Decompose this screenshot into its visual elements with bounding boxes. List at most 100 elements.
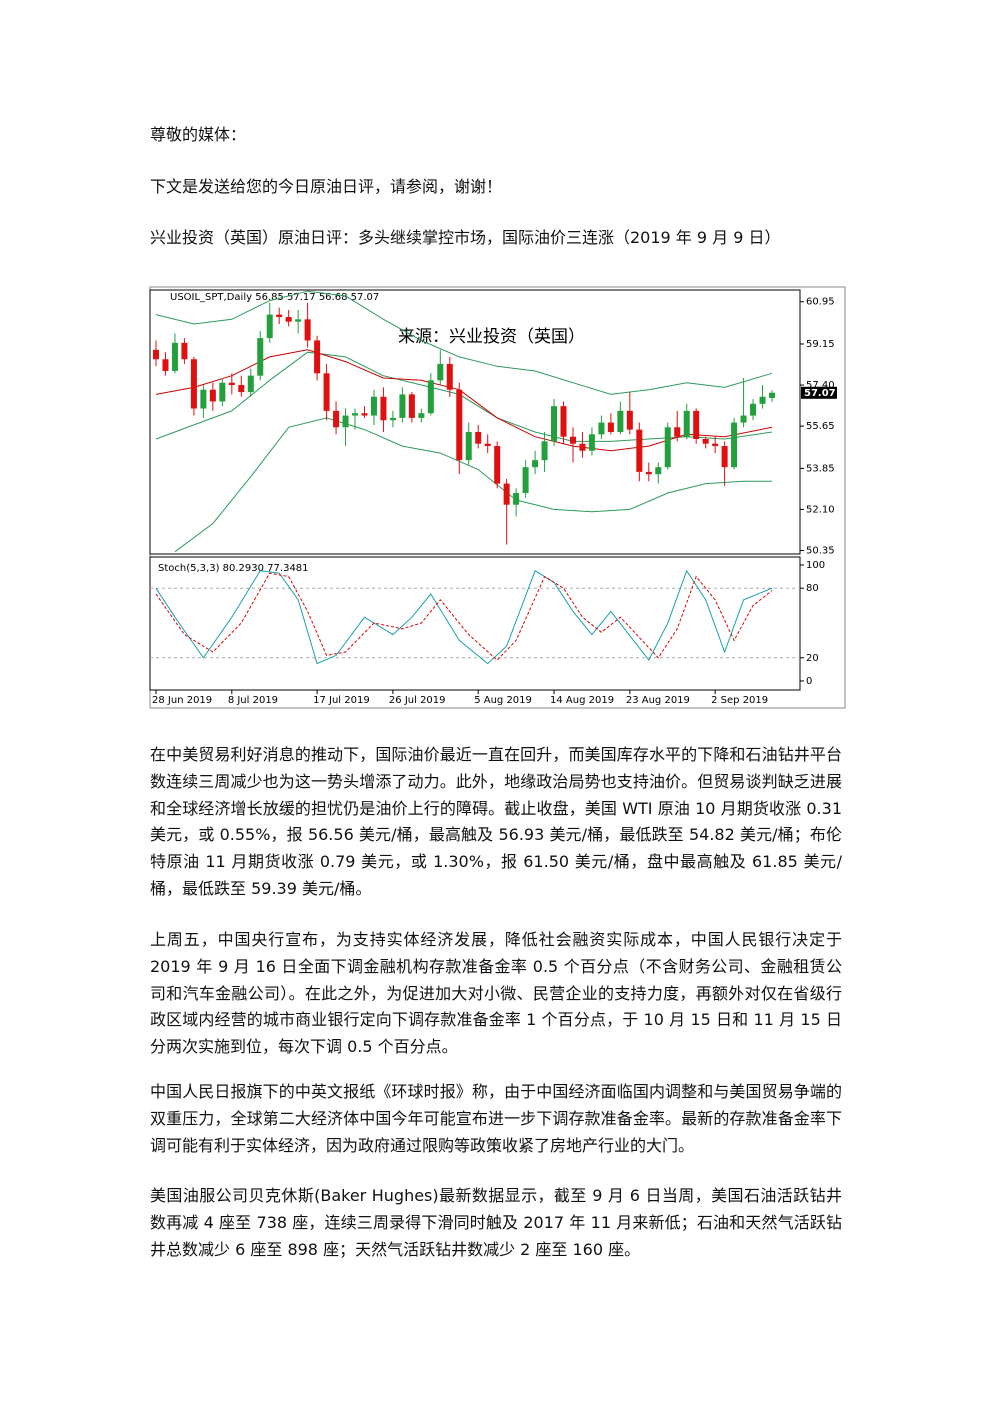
y-tick-label: 20 <box>806 653 819 664</box>
candle-body <box>721 446 728 468</box>
candle-body <box>532 460 539 468</box>
candle-body <box>361 413 368 416</box>
candle-body <box>247 375 254 393</box>
candle-body <box>266 314 273 339</box>
candle-body <box>655 467 662 475</box>
y-tick-label: 0 <box>806 676 812 687</box>
candle-body <box>750 403 757 416</box>
y-tick-label: 100 <box>806 560 825 571</box>
intro: 下文是发送给您的今日原油日评，请参阅，谢谢！ <box>150 177 503 196</box>
price-tag <box>801 386 837 399</box>
heading: 兴业投资（英国）原油日评：多头继续掌控市场，国际油价三连涨（2019 年 9 月… <box>150 228 781 247</box>
candle-body <box>399 394 406 418</box>
candle-body <box>579 443 586 451</box>
candle-body <box>162 359 169 371</box>
y-tick-label: 53.85 <box>806 463 835 474</box>
candle-body <box>626 410 633 430</box>
x-tick-label: 28 Jun 2019 <box>152 695 212 706</box>
y-tick-label: 57.40 <box>806 380 835 391</box>
chart: USOIL_SPT,Daily 56.85 57.17 56.68 57.07 … <box>149 286 846 709</box>
band-line <box>174 417 772 553</box>
candle-body <box>759 396 766 404</box>
candle-body <box>333 410 340 428</box>
stoch-panel <box>149 556 801 691</box>
candle-body <box>370 396 377 416</box>
price-panel <box>149 289 801 555</box>
paragraph: 上周五，中国央行宣布，为支持实体经济发展，降低社会融资实际成本，中国人民银行决定… <box>150 930 842 1057</box>
stoch-header: Stoch(5,3,3) 80.2930 77.3481 <box>158 563 309 574</box>
candle-body <box>674 427 681 437</box>
x-tick-label: 23 Aug 2019 <box>626 695 690 706</box>
watermark: 来源：兴业投资（英国） <box>398 327 585 347</box>
candle-body <box>475 431 482 444</box>
candle-body <box>636 429 643 472</box>
candle-body <box>171 342 178 371</box>
candle-body <box>352 413 359 416</box>
candle-body <box>560 406 567 437</box>
candle-body <box>181 342 188 360</box>
candle-body <box>437 363 444 381</box>
y-tick-label: 60.95 <box>806 297 835 308</box>
stoch-line <box>155 569 773 665</box>
y-tick-label: 80 <box>806 583 819 594</box>
candle-body <box>484 443 491 447</box>
x-tick-label: 17 Jul 2019 <box>313 695 370 706</box>
candle-body <box>607 422 614 432</box>
candle-body <box>731 422 738 468</box>
candle-body <box>304 319 311 341</box>
price-header: USOIL_SPT,Daily 56.85 57.17 56.68 57.07 <box>170 292 379 303</box>
paragraph: 美国油服公司贝克休斯(Baker Hughes)最新数据显示，截至 9 月 6 … <box>150 1186 842 1259</box>
candle-body <box>522 467 529 493</box>
candle-body <box>513 492 520 505</box>
candle-body <box>190 359 197 409</box>
candle-body <box>219 382 226 402</box>
candle-body <box>617 410 624 432</box>
candle-body <box>153 349 159 360</box>
candle-body <box>740 415 747 423</box>
candle-body <box>702 439 709 444</box>
candle-body <box>712 443 719 447</box>
candle-body <box>276 314 283 317</box>
candle-body <box>769 392 775 398</box>
y-tick-label: 55.65 <box>806 421 835 432</box>
stoch-line <box>155 572 773 661</box>
candle-body <box>342 415 349 428</box>
candle-body <box>418 413 425 418</box>
chart-frame <box>149 286 846 709</box>
candle-body <box>285 316 292 322</box>
candle-body <box>693 410 700 440</box>
candle-body <box>209 389 216 402</box>
x-tick-label: 14 Aug 2019 <box>550 695 614 706</box>
x-tick-label: 5 Aug 2019 <box>474 695 532 706</box>
candle-body <box>569 436 576 444</box>
candle-body <box>446 363 453 390</box>
paragraph: 在中美贸易利好消息的推动下，国际油价最近一直在回升，而美国库存水平的下降和石油钻… <box>150 745 842 898</box>
greeting: 尊敬的媒体： <box>150 125 247 144</box>
band-line <box>155 290 773 395</box>
candle-body <box>683 410 690 437</box>
candle-body <box>408 394 415 418</box>
y-tick-label: 59.15 <box>806 339 835 350</box>
candle-body <box>456 389 463 461</box>
candle-body <box>228 382 235 386</box>
candle-body <box>541 441 548 461</box>
candle-body <box>503 483 510 505</box>
x-tick-label: 26 Jul 2019 <box>389 695 446 706</box>
candle-body <box>494 446 501 484</box>
candle-body <box>389 417 396 421</box>
x-tick-label: 8 Jul 2019 <box>228 695 278 706</box>
candle-body <box>664 427 671 468</box>
candle-body <box>295 319 302 322</box>
y-tick-label: 52.10 <box>806 504 835 515</box>
candle-body <box>588 434 595 451</box>
x-tick-label: 2 Sep 2019 <box>711 695 768 706</box>
paragraph: 中国人民日报旗下的中英文报纸《环球时报》称，由于中国经济面临国内调整和与美国贸易… <box>150 1082 842 1155</box>
candle-body <box>645 471 652 475</box>
candle-body <box>200 389 207 409</box>
candle-body <box>314 340 321 374</box>
candle-body <box>465 431 472 461</box>
candle-body <box>323 373 330 411</box>
candle-body <box>598 422 605 435</box>
candle-body <box>238 385 245 393</box>
